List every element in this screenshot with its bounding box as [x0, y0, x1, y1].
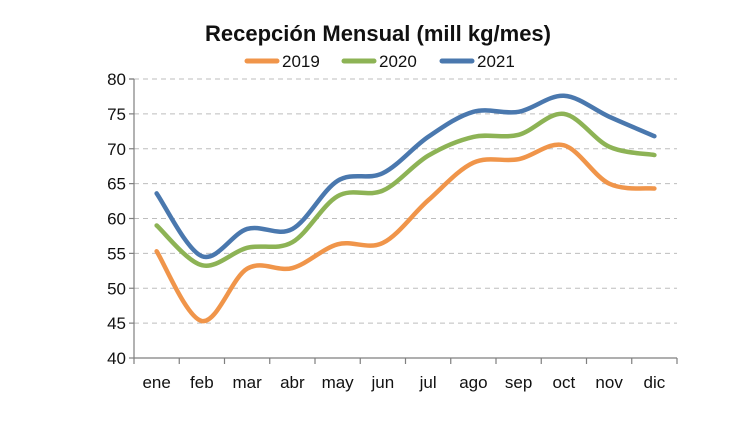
- legend-label-2020: 2020: [379, 52, 417, 71]
- x-tick-label: ene: [142, 373, 170, 392]
- y-tick-label: 50: [107, 279, 126, 298]
- x-axis-ticks: ene feb mar abr may jun jul ago sep oct nov dic: [142, 373, 665, 392]
- x-tick-label: abr: [280, 373, 305, 392]
- y-tick-label: 65: [107, 175, 126, 194]
- series-line-2020: [154, 111, 657, 268]
- y-tick-label: 60: [107, 210, 126, 229]
- series-line-2019: [154, 142, 657, 324]
- y-tick-label: 45: [107, 314, 126, 333]
- x-tick-label: nov: [595, 373, 623, 392]
- y-tick-label: 55: [107, 244, 126, 263]
- gridlines: [134, 78, 677, 324]
- legend-label-2021: 2021: [477, 52, 515, 71]
- x-tick-label: sep: [505, 373, 532, 392]
- x-tick-label: feb: [190, 373, 214, 392]
- series-lines: [154, 93, 657, 324]
- chart-title: Recepción Mensual (mill kg/mes): [205, 21, 551, 46]
- y-tick-label: 75: [107, 105, 126, 124]
- y-axis-ticks: 40 45 50 55 60 65 70 75 80: [107, 70, 126, 368]
- x-tick-label: oct: [553, 373, 576, 392]
- legend-label-2019: 2019: [282, 52, 320, 71]
- x-tick-label: dic: [644, 373, 666, 392]
- x-tick-label: mar: [232, 373, 262, 392]
- x-tick-label: jul: [419, 373, 437, 392]
- series-line-2021: [154, 93, 657, 260]
- y-tick-label: 80: [107, 70, 126, 89]
- y-tick-label: 70: [107, 140, 126, 159]
- y-tick-label: 40: [107, 349, 126, 368]
- axes: [129, 78, 678, 364]
- x-tick-label: jun: [371, 373, 395, 392]
- x-tick-label: may: [322, 373, 355, 392]
- x-tick-label: ago: [459, 373, 487, 392]
- legend: 2019 2020 2021: [244, 52, 515, 71]
